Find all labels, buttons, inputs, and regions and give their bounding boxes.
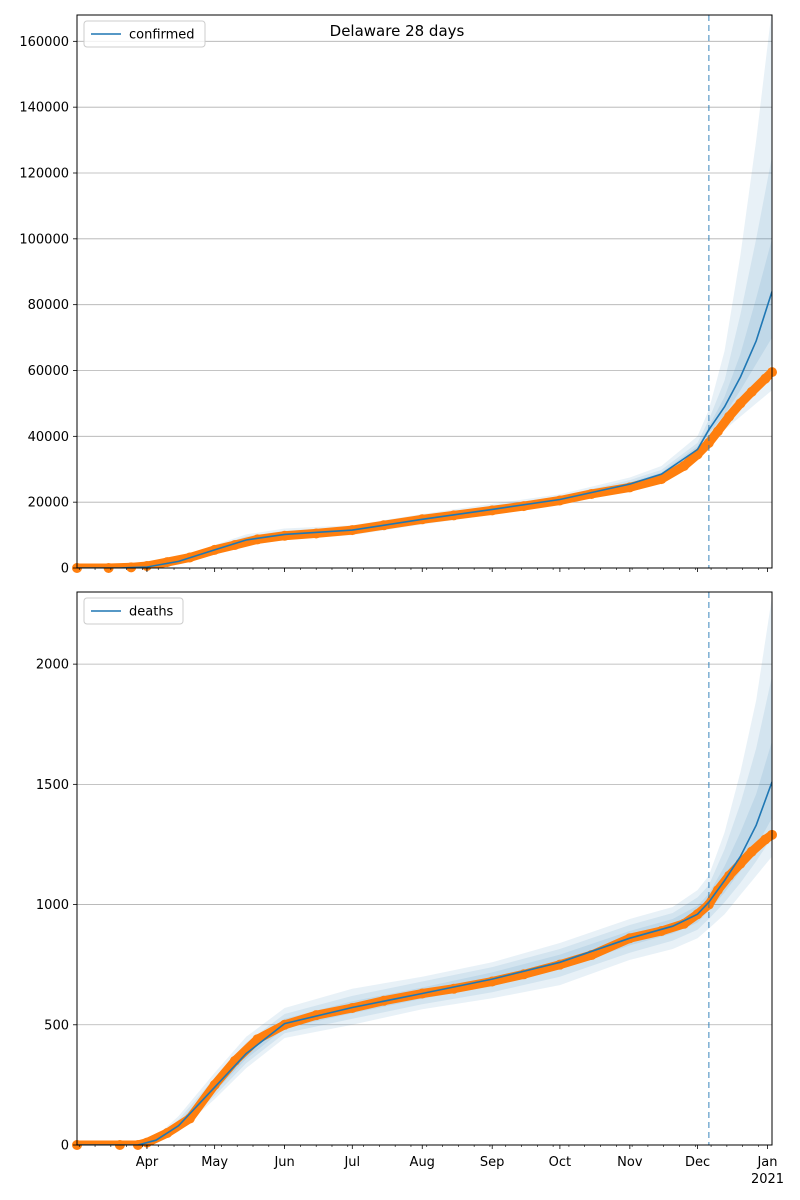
confirmed-panel: 0 20000 40000 60000 80000 100000 120000 140000 1… <box>19 14 777 577</box>
x-tick-label: Apr <box>136 1155 159 1170</box>
confirmed-observed-point <box>141 561 152 572</box>
confirmed-observed-point <box>703 437 714 448</box>
deaths-observed-point <box>209 1079 220 1090</box>
x-tick-label: Jun <box>273 1155 294 1170</box>
confirmed-observed-point <box>554 495 565 506</box>
confirmed-y-tick-label: 20000 <box>28 496 69 511</box>
deaths-model-line <box>77 781 772 1145</box>
confirmed-model-series <box>77 291 772 568</box>
x-year-label: 2021 <box>751 1172 784 1187</box>
confirmed-axes-frame <box>76 14 773 569</box>
confirmed-observed-point <box>712 426 723 437</box>
deaths-observed-point <box>448 983 459 994</box>
deaths-y-tick-label: 0 <box>61 1139 69 1154</box>
confirmed-legend-label: confirmed <box>129 28 195 43</box>
confirmed-y-tick-label: 140000 <box>19 101 69 116</box>
deaths-legend-box <box>83 597 184 625</box>
confirmed-observed-point <box>760 373 771 384</box>
deaths-x-axis: Apr May Jun Jul Aug Sep Oct Nov Dec Jan 2021 <box>78 1145 784 1187</box>
deaths-panel: 0 500 1000 1500 2000 Apr May Jun Jul Aug Sep Oct No… <box>36 591 784 1187</box>
deaths-y-axis: 0 500 1000 1500 2000 <box>36 658 77 1154</box>
confirmed-y-tick-label: 160000 <box>19 35 69 50</box>
confirmed-y-tick-label: 40000 <box>28 430 69 445</box>
deaths-y-tick-label: 1000 <box>36 898 69 913</box>
confirmed-y-axis: 0 20000 40000 60000 80000 100000 120000 140000 1… <box>19 35 77 577</box>
deaths-y-tick-label: 500 <box>44 1018 69 1033</box>
x-tick-label: Dec <box>685 1155 710 1170</box>
chart-title: Delaware 28 days <box>330 22 465 40</box>
confirmed-observed-point <box>279 530 290 541</box>
confirmed-y-tick-label: 0 <box>61 562 69 577</box>
x-tick-label: Sep <box>480 1155 505 1170</box>
confirmed-observed-point <box>746 386 757 397</box>
confirmed-model-line <box>77 291 772 568</box>
confirmed-observed-point <box>724 411 735 422</box>
deaths-legend-label: deaths <box>129 605 174 620</box>
x-tick-label: Nov <box>617 1155 643 1170</box>
confirmed-observed-point <box>252 534 263 545</box>
deaths-model-series <box>77 781 772 1145</box>
confirmed-legend: confirmed <box>83 20 206 48</box>
x-tick-label: Jan <box>756 1155 777 1170</box>
deaths-observed-point <box>311 1010 322 1021</box>
confirmed-y-tick-label: 120000 <box>19 167 69 182</box>
confirmed-y-tick-label: 100000 <box>19 232 69 247</box>
x-tick-label: Oct <box>549 1155 571 1170</box>
deaths-observed-point <box>279 1019 290 1030</box>
confirmed-observed-point <box>487 505 498 516</box>
confirmed-y-tick-label: 80000 <box>28 298 69 313</box>
confirmed-observed-point <box>678 460 689 471</box>
confirmed-observed-point <box>656 474 667 485</box>
deaths-uncertainty-bands <box>77 596 772 1145</box>
deaths-observed-point <box>252 1034 263 1045</box>
x-tick-label: May <box>201 1155 228 1170</box>
deaths-observed-point <box>746 846 757 857</box>
confirmed-observed-point <box>735 398 746 409</box>
deaths-legend: deaths <box>83 597 184 625</box>
deaths-y-tick-label: 2000 <box>36 658 69 673</box>
deaths-uncertainty-band <box>77 741 772 1145</box>
deaths-observed-point <box>735 858 746 869</box>
deaths-y-tick-label: 1500 <box>36 778 69 793</box>
confirmed-observed-point <box>311 528 322 539</box>
x-tick-label: Aug <box>410 1155 435 1170</box>
deaths-axes-frame <box>76 591 773 1146</box>
confirmed-observed-point <box>518 501 529 512</box>
confirmed-legend-box <box>83 20 206 48</box>
x-tick-label: Jul <box>343 1155 360 1170</box>
confirmed-y-tick-label: 60000 <box>28 364 69 379</box>
confirmed-x-axis <box>78 568 768 572</box>
